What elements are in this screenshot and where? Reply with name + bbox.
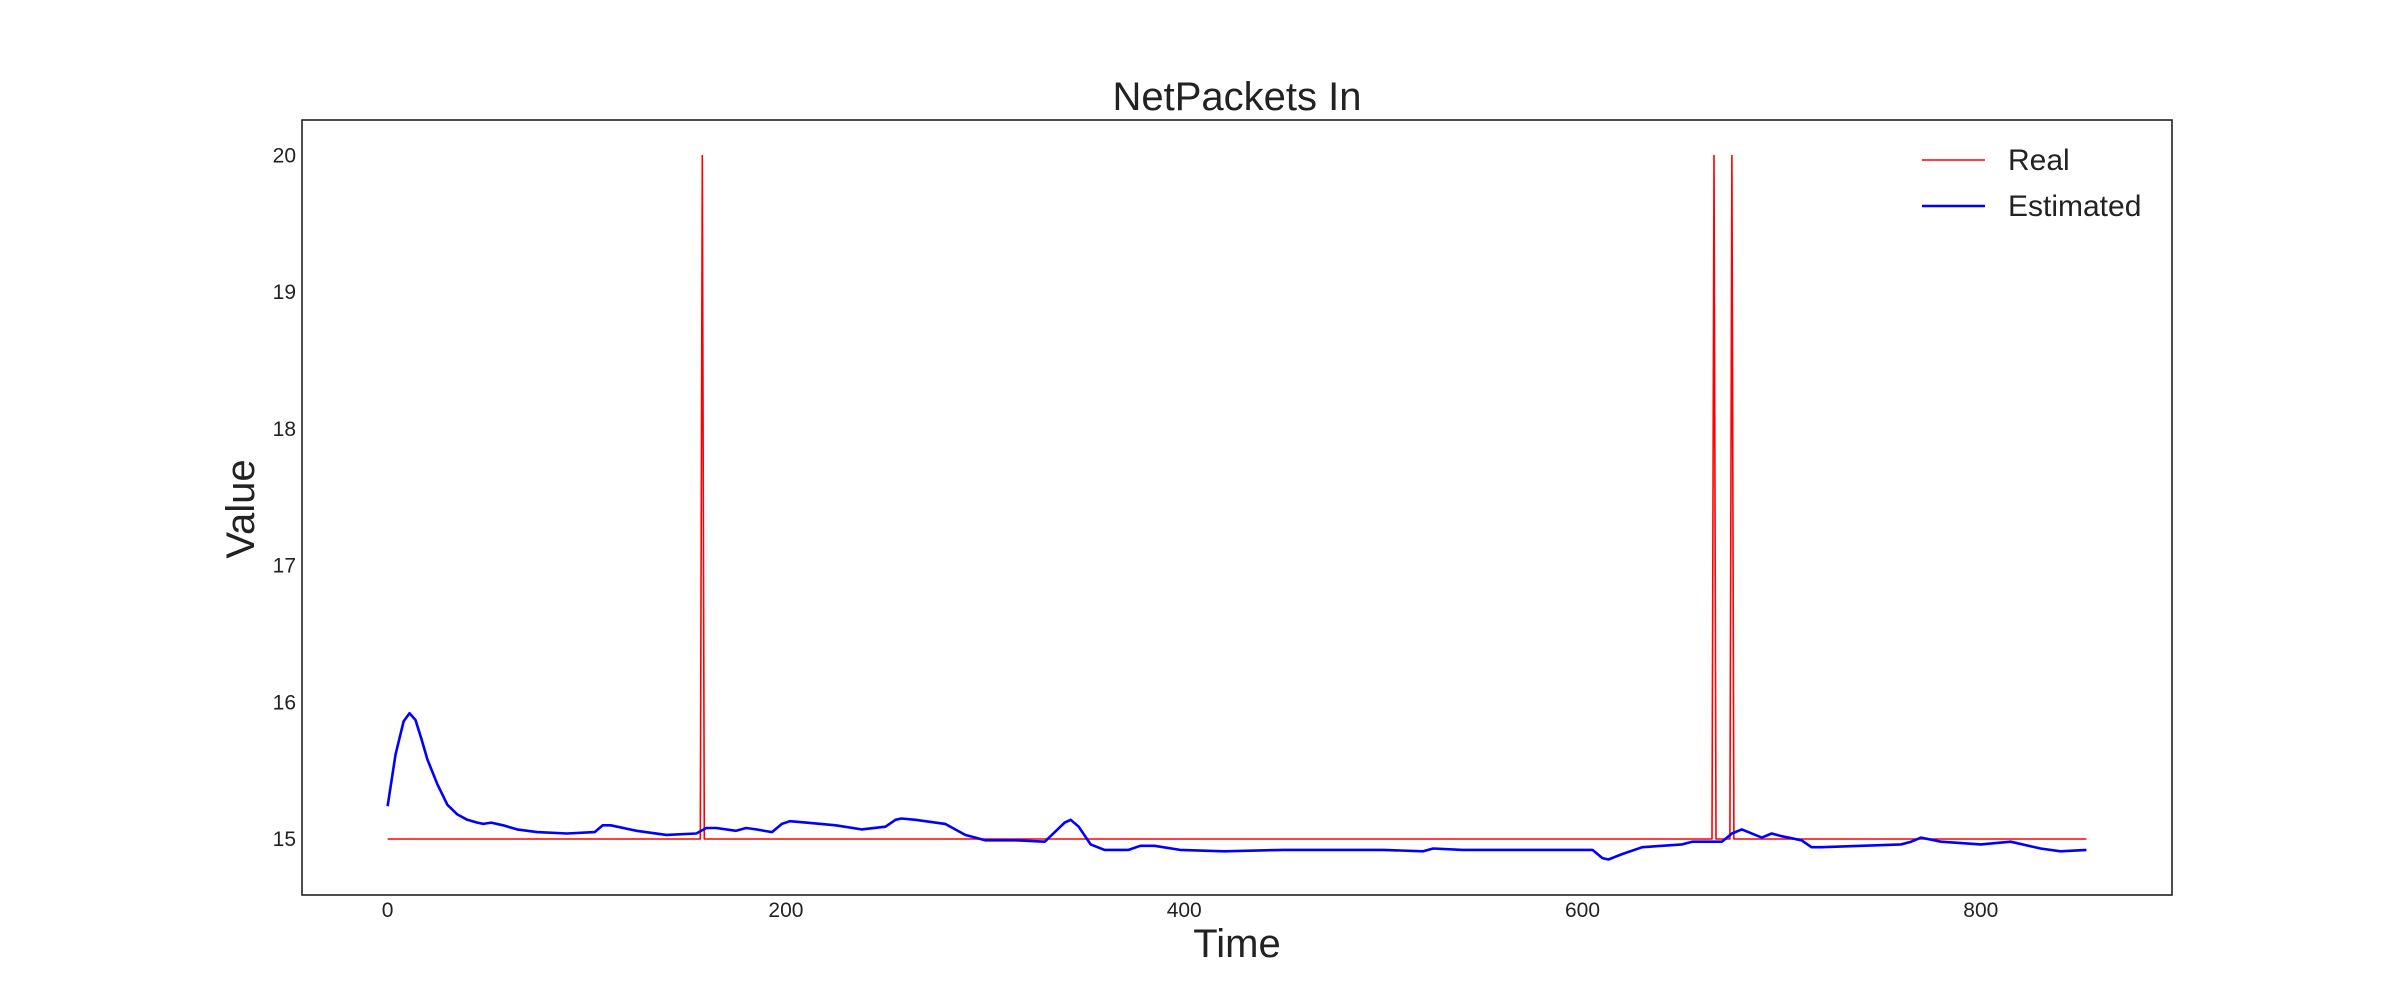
x-tick-label: 600: [1565, 899, 1600, 922]
y-tick-label: 17: [273, 555, 296, 578]
y-tick-label: 18: [273, 418, 296, 441]
legend-label-real: Real: [2008, 144, 2070, 177]
plot-frame: [301, 119, 2173, 896]
legend-label-estimated: Estimated: [2008, 190, 2141, 223]
plot-area: [386, 154, 2087, 861]
x-tick-label: 400: [1167, 899, 1202, 922]
series-line-real: [387, 154, 2087, 840]
y-tick-label: 15: [273, 828, 296, 851]
x-axis-label: Time: [1193, 922, 1280, 966]
y-axis-ticks: 15 16 17 18 19 20: [273, 145, 296, 851]
series-line-estimated: [386, 711, 2087, 861]
x-tick-label: 0: [382, 899, 394, 922]
x-tick-label: 800: [1963, 899, 1998, 922]
y-tick-label: 19: [273, 281, 296, 304]
legend: Real Estimated: [1922, 144, 2141, 223]
chart-title: NetPackets In: [1112, 75, 1361, 119]
x-axis-ticks: 0 200 400 600 800: [382, 899, 1999, 922]
y-tick-label: 20: [273, 145, 296, 168]
y-axis-label: Value: [219, 459, 263, 558]
y-tick-label: 16: [273, 691, 296, 714]
x-tick-label: 200: [768, 899, 803, 922]
